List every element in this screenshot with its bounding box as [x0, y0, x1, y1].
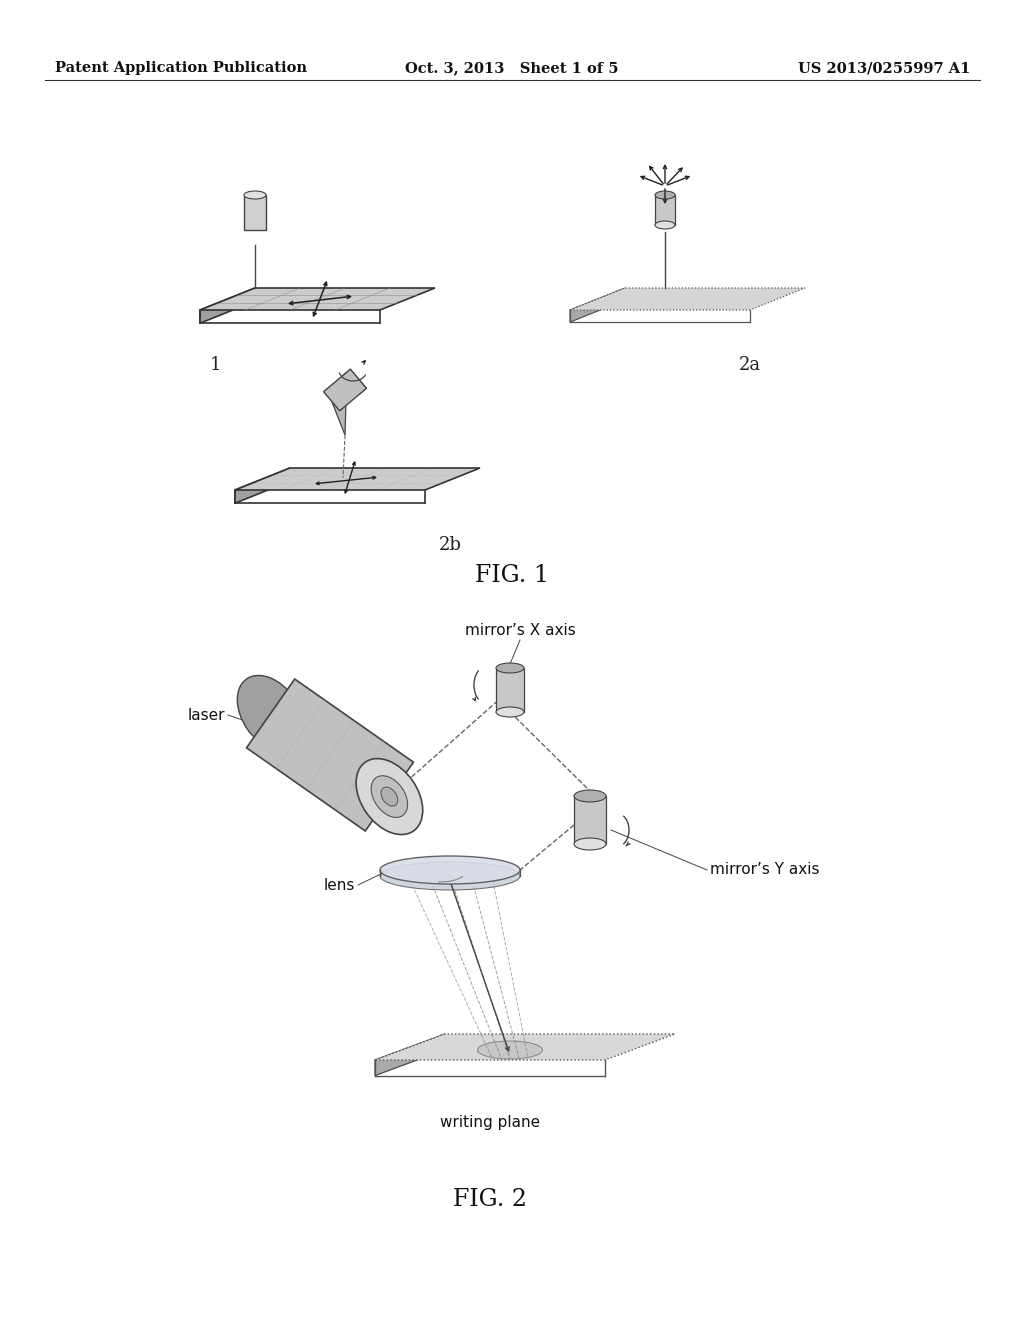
Bar: [496, 668, 524, 711]
Bar: [655, 195, 675, 224]
Text: US 2013/0255997 A1: US 2013/0255997 A1: [798, 61, 970, 75]
Text: 1: 1: [209, 356, 221, 374]
Text: FIG. 2: FIG. 2: [453, 1188, 527, 1212]
Ellipse shape: [381, 787, 397, 807]
Text: mirror’s X axis: mirror’s X axis: [465, 623, 575, 638]
Ellipse shape: [238, 676, 304, 751]
Ellipse shape: [477, 1041, 543, 1059]
Text: 2a: 2a: [739, 356, 761, 374]
Text: mirror’s Y axis: mirror’s Y axis: [710, 862, 819, 878]
Polygon shape: [570, 288, 805, 310]
Ellipse shape: [496, 708, 524, 717]
Polygon shape: [200, 288, 255, 323]
Polygon shape: [200, 288, 435, 310]
Text: Oct. 3, 2013   Sheet 1 of 5: Oct. 3, 2013 Sheet 1 of 5: [406, 61, 618, 75]
Ellipse shape: [655, 191, 675, 199]
Ellipse shape: [356, 759, 423, 834]
Text: writing plane: writing plane: [440, 1115, 540, 1130]
Ellipse shape: [380, 862, 520, 890]
Text: 2b: 2b: [438, 536, 462, 554]
Ellipse shape: [371, 776, 408, 817]
Polygon shape: [234, 469, 480, 490]
Polygon shape: [234, 469, 290, 503]
Text: laser: laser: [187, 708, 225, 722]
Ellipse shape: [655, 220, 675, 228]
Ellipse shape: [574, 838, 606, 850]
Polygon shape: [247, 678, 414, 832]
Text: FIG. 1: FIG. 1: [475, 564, 549, 586]
Polygon shape: [375, 1034, 445, 1076]
Bar: [574, 796, 606, 843]
Polygon shape: [324, 370, 367, 411]
Ellipse shape: [380, 855, 520, 884]
Ellipse shape: [244, 191, 266, 199]
Ellipse shape: [496, 663, 524, 673]
Text: Patent Application Publication: Patent Application Publication: [55, 61, 307, 75]
Bar: [244, 195, 266, 230]
Text: lens: lens: [324, 878, 355, 892]
Polygon shape: [343, 370, 367, 395]
Polygon shape: [375, 1034, 675, 1060]
Ellipse shape: [574, 789, 606, 803]
Polygon shape: [332, 403, 346, 436]
Polygon shape: [570, 288, 625, 322]
